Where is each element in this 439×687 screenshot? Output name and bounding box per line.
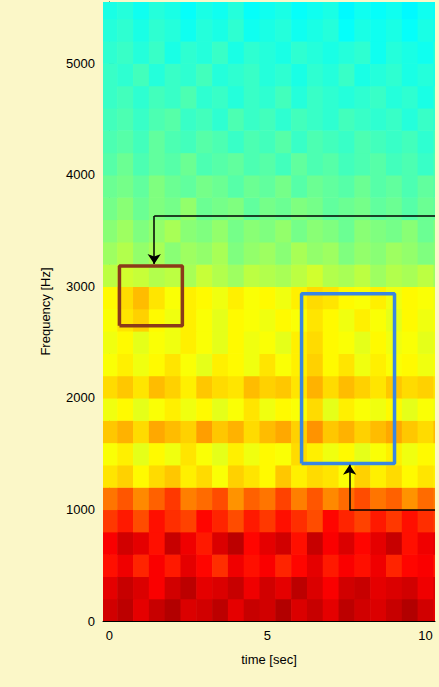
svg-text:2000: 2000 [66,390,95,405]
svg-text:0: 0 [106,628,113,643]
svg-text:5: 5 [264,628,271,643]
svg-text:time [sec]: time [sec] [241,652,297,667]
svg-text:10: 10 [418,628,432,643]
svg-text:0: 0 [88,614,95,629]
svg-text:Frequency [Hz]: Frequency [Hz] [38,267,53,355]
svg-text:1000: 1000 [66,502,95,517]
svg-text:4000: 4000 [66,167,95,182]
svg-text:5000: 5000 [66,56,95,71]
svg-text:3000: 3000 [66,279,95,294]
